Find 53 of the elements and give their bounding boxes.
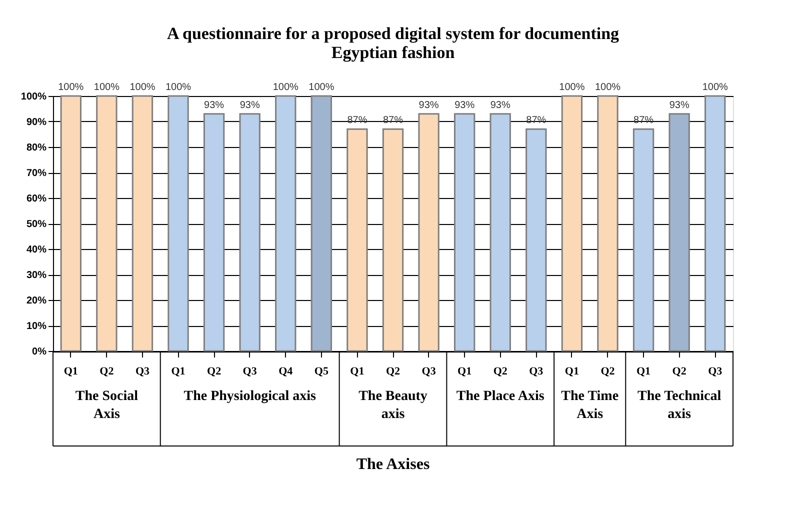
x-tick-label: Q2	[672, 366, 687, 378]
data-label: 100%	[559, 82, 585, 93]
y-tick-label: 10%	[26, 321, 47, 332]
chart-title: A questionnaire for a proposed digital system for documenting Egyptian fashion	[166, 24, 620, 62]
x-tick-label: Q1	[171, 366, 186, 378]
text: The Axises	[356, 456, 430, 473]
y-tick-label: 60%	[26, 194, 47, 204]
x-tick-label: Q1	[64, 366, 78, 378]
data-label: 93%	[418, 100, 439, 111]
x-tick-label: Q1	[636, 366, 651, 378]
y-tick-label: 20%	[26, 296, 47, 306]
y-tick-label: 30%	[26, 270, 47, 281]
y-tick-label: 70%	[26, 168, 47, 179]
text: The Physiological axis	[184, 389, 317, 404]
x-tick-label: Q3	[529, 366, 544, 378]
x-tick-label: Q3	[422, 366, 436, 378]
data-label: 93%	[454, 100, 475, 111]
data-label: 93%	[669, 100, 690, 111]
data-label: 100%	[594, 82, 621, 93]
x-tick-label: Q2	[386, 366, 401, 378]
x-tick-label: Q3	[242, 366, 258, 378]
text: The Social Axis	[75, 389, 138, 422]
text: The Technical axis	[637, 389, 722, 422]
data-label: 100%	[702, 82, 728, 93]
x-tick-label: Q2	[207, 366, 222, 378]
y-tick-label: 50%	[26, 219, 47, 230]
y-tick-label: 90%	[26, 117, 47, 128]
y-tick-label: 100%	[20, 92, 47, 102]
x-tick-label: Q1	[458, 366, 472, 378]
x-tick-label: Q4	[278, 366, 294, 378]
data-label: 93%	[204, 100, 224, 111]
data-label: 100%	[272, 82, 299, 93]
data-label: 100%	[308, 82, 334, 93]
y-tick-label: 40%	[26, 244, 47, 256]
x-tick-label: Q2	[600, 366, 616, 378]
data-label: 100%	[130, 82, 156, 93]
x-tick-label: Q3	[708, 366, 723, 378]
x-tick-label: Q1	[350, 366, 364, 378]
data-label: 93%	[240, 100, 260, 111]
y-tick-label: 80%	[26, 142, 47, 154]
text: The Beauty axis	[358, 389, 428, 422]
data-label: 100%	[165, 82, 192, 93]
y-tick-label: 0%	[32, 346, 47, 358]
data-label: 100%	[58, 82, 84, 93]
data-label: 100%	[94, 82, 120, 93]
x-tick-label: Q2	[100, 366, 114, 378]
x-tick-label: Q5	[314, 366, 329, 378]
x-tick-label: Q2	[493, 366, 508, 378]
text: The Place Axis	[456, 389, 545, 404]
x-tick-label: Q1	[564, 366, 579, 378]
data-label: 93%	[490, 100, 510, 111]
x-tick-label: Q3	[135, 366, 150, 378]
text: The Time Axis	[561, 389, 619, 422]
